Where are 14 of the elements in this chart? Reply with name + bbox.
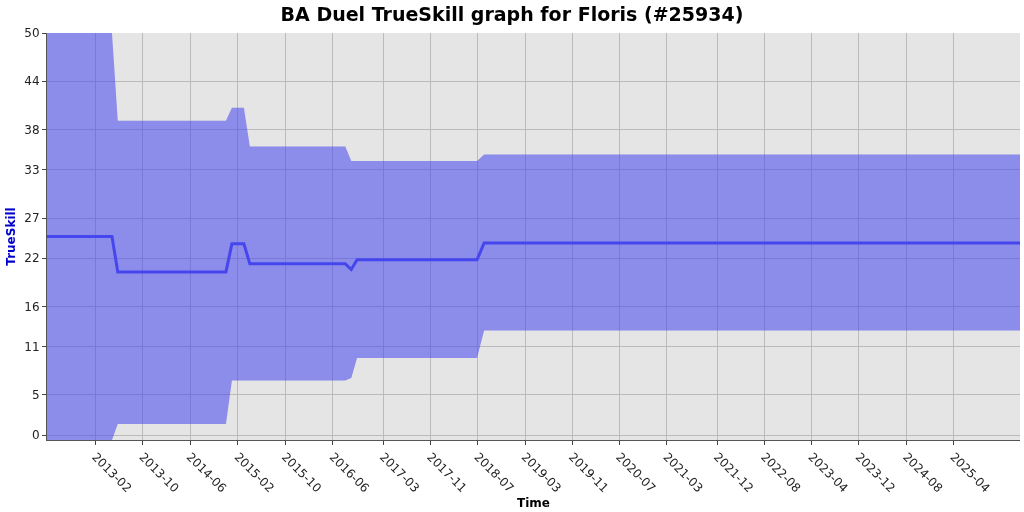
y-tick-label: 0 bbox=[31, 428, 40, 443]
y-tick-label: 11 bbox=[24, 339, 40, 354]
y-tick-label: 38 bbox=[24, 122, 40, 137]
y-axis-title: TrueSkill bbox=[3, 207, 18, 266]
y-tick-label: 5 bbox=[31, 388, 40, 403]
line-series bbox=[47, 235, 1020, 274]
y-tick-label: 50 bbox=[24, 26, 40, 41]
y-tick-label: 33 bbox=[24, 162, 40, 177]
y-tick-label: 44 bbox=[24, 74, 40, 89]
y-tick-label: 27 bbox=[24, 211, 40, 226]
y-tick-label: 22 bbox=[24, 251, 40, 266]
chart-title: BA Duel TrueSkill graph for Floris (#25934) bbox=[280, 2, 744, 25]
x-axis-title: Time bbox=[517, 496, 550, 511]
y-tick-label: 16 bbox=[24, 299, 40, 314]
